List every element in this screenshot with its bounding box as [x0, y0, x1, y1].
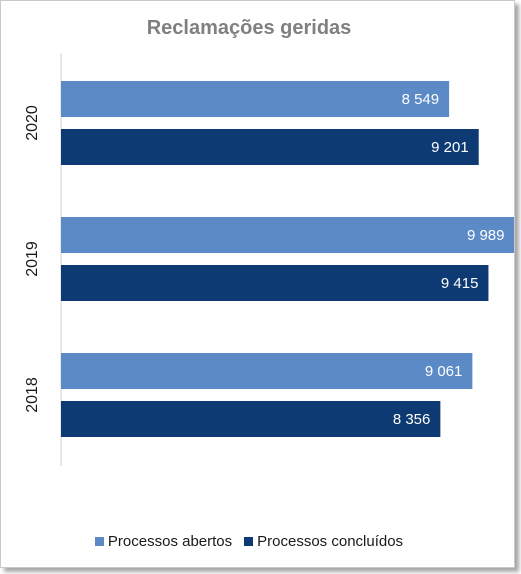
legend-label-concluidos: Processos concluídos — [257, 533, 404, 550]
chart-frame: Reclamações geridas 8 549 9 201 2020 9 989 9… — [0, 0, 515, 568]
bar-abertos-2019 — [61, 217, 514, 253]
legend: Processos abertos Processos concluídos — [1, 533, 497, 550]
chart-title: Reclamações geridas — [146, 17, 352, 39]
bar-abertos-2020 — [61, 81, 450, 117]
data-label-concluidos-2020: 9 201 — [431, 139, 469, 156]
chart-plot: 8 549 9 201 2020 9 989 9 415 2019 9 061 8 356 20… — [24, 53, 514, 466]
legend-item-abertos: Processos abertos — [94, 533, 233, 550]
category-label-2020: 2020 — [24, 105, 41, 141]
category-label-2018: 2018 — [24, 377, 41, 413]
legend-swatch-concluidos — [244, 537, 254, 546]
data-label-abertos-2019: 9 989 — [467, 227, 505, 244]
category-label-2019: 2019 — [24, 241, 41, 277]
data-label-concluidos-2019: 9 415 — [441, 275, 479, 292]
bar-concluidos-2018 — [61, 401, 441, 437]
data-label-abertos-2020: 8 549 — [402, 91, 440, 108]
bar-abertos-2018 — [61, 353, 473, 389]
bar-concluidos-2020 — [61, 129, 479, 165]
bars-group: 8 549 9 201 2020 9 989 9 415 2019 9 061 8 356 20… — [24, 81, 514, 437]
legend-label-abertos: Processos abertos — [107, 533, 233, 550]
data-label-abertos-2018: 9 061 — [425, 363, 463, 380]
legend-item-concluidos: Processos concluídos — [244, 533, 403, 550]
bar-concluidos-2019 — [61, 265, 489, 301]
legend-swatch-abertos — [94, 537, 104, 546]
data-label-concluidos-2018: 8 356 — [393, 411, 431, 428]
